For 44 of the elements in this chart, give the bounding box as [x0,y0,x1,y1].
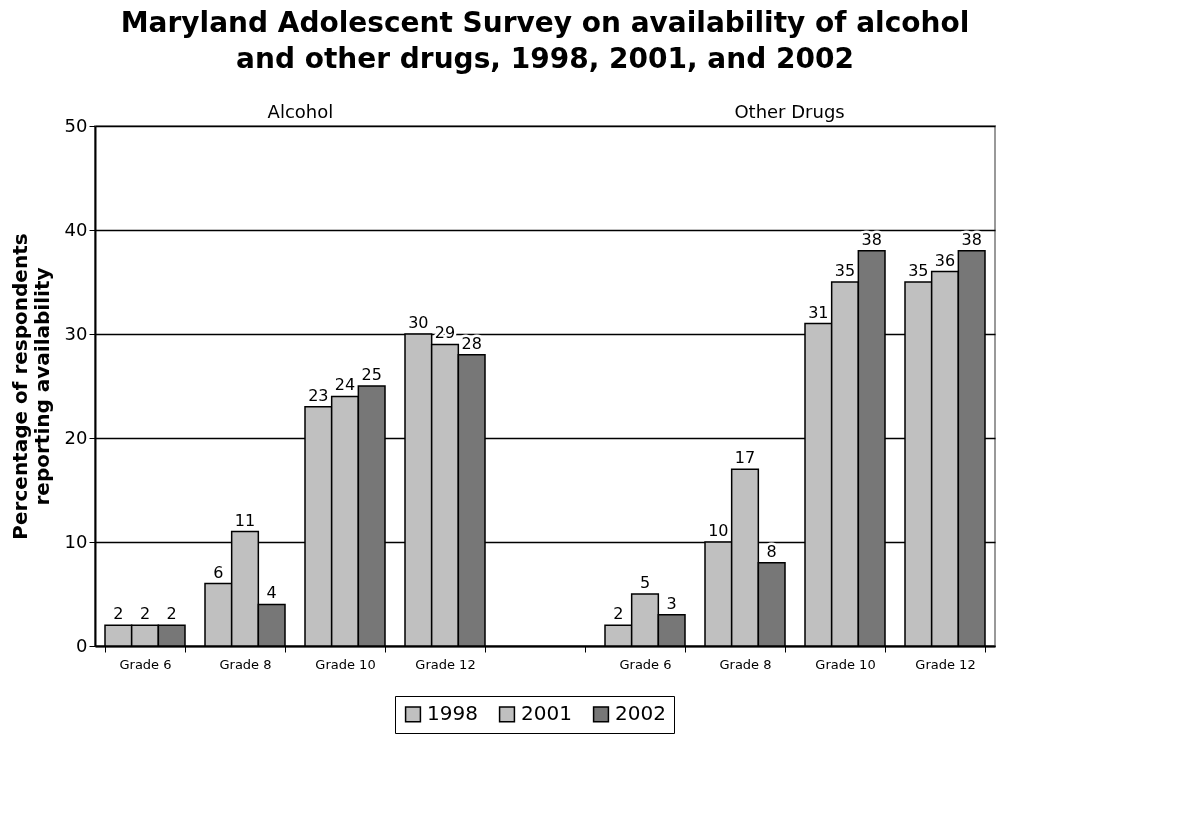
x-tick-label: Grade 10 [815,656,876,672]
data-label: 35 [834,261,856,280]
data-label: 38 [961,229,982,249]
x-tick-label: Grade 12 [915,656,976,672]
x-tick-label: Grade 8 [719,656,772,672]
x-tick-label: Grade 6 [619,656,672,672]
data-label: 4 [266,583,277,603]
y-tick-label: 40 [64,218,88,240]
x-tick-label: Grade 8 [219,656,272,672]
text: Alcohol [267,101,334,122]
data-label: 38 [861,229,882,249]
legend-label: 2002 [615,701,666,726]
data-label: 2 [139,604,151,624]
data-label: 6 [213,562,224,582]
data-label: 28 [461,333,482,353]
data-label: 30 [408,313,429,332]
data-label: 17 [734,448,756,468]
text: Other Drugs [734,101,845,122]
data-label: 2 [613,604,624,624]
legend-label: 2001 [521,701,572,726]
data-label: 10 [708,521,729,540]
y-tick-label: 10 [64,530,88,552]
y-tick-label: 50 [64,114,88,136]
data-label: 2 [113,604,124,624]
x-tick-label: Grade 10 [315,656,376,672]
data-label: 3 [666,593,677,613]
data-label: 25 [361,365,382,384]
y-tick-label: 30 [64,322,88,344]
data-label: 2 [166,604,177,624]
legend-label: 1998 [427,701,478,726]
y-axis-title: Percentage of respondents reporting availability [7,233,54,540]
y-tick-label: 0 [76,634,88,656]
y-tick-label: 20 [64,426,88,448]
data-label: 23 [308,385,329,405]
x-tick-label: Grade 12 [415,656,476,672]
data-label: 24 [334,375,356,395]
data-label: 11 [234,510,256,530]
data-label: 35 [908,261,929,280]
data-label: 8 [766,541,777,561]
data-label: 31 [808,302,829,322]
x-tick-label: Grade 6 [119,656,172,672]
chart-title: Maryland Adolescent Survey on availability of alcohol and other drugs, 1998, 2001, and 2002 [120,6,970,75]
data-label: 5 [639,573,651,592]
data-label: 36 [934,250,956,270]
